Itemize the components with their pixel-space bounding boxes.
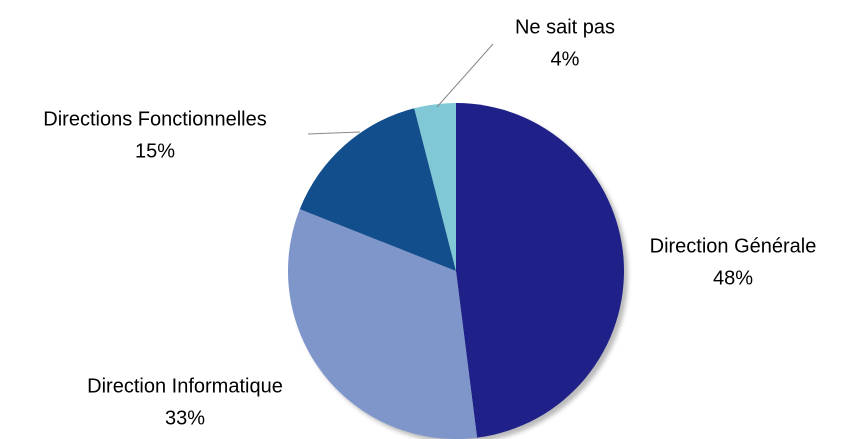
pie-slice [414,103,456,271]
leader-line [307,131,361,135]
slice-value-label: 33% [165,407,205,429]
slice-value-label: 4% [551,48,580,70]
leader-line [436,43,494,108]
slice-value-label: 15% [135,140,175,162]
slice-label: Directions Fonctionnelles [43,108,266,130]
slice-label: Direction Informatique [87,375,283,397]
slice-label: Ne sait pas [515,16,615,38]
pie-slice [456,103,624,438]
pie-slice [299,108,456,271]
slice-label: Direction Générale [650,235,817,257]
pie-slice [288,209,478,439]
slice-value-label: 48% [713,267,753,289]
